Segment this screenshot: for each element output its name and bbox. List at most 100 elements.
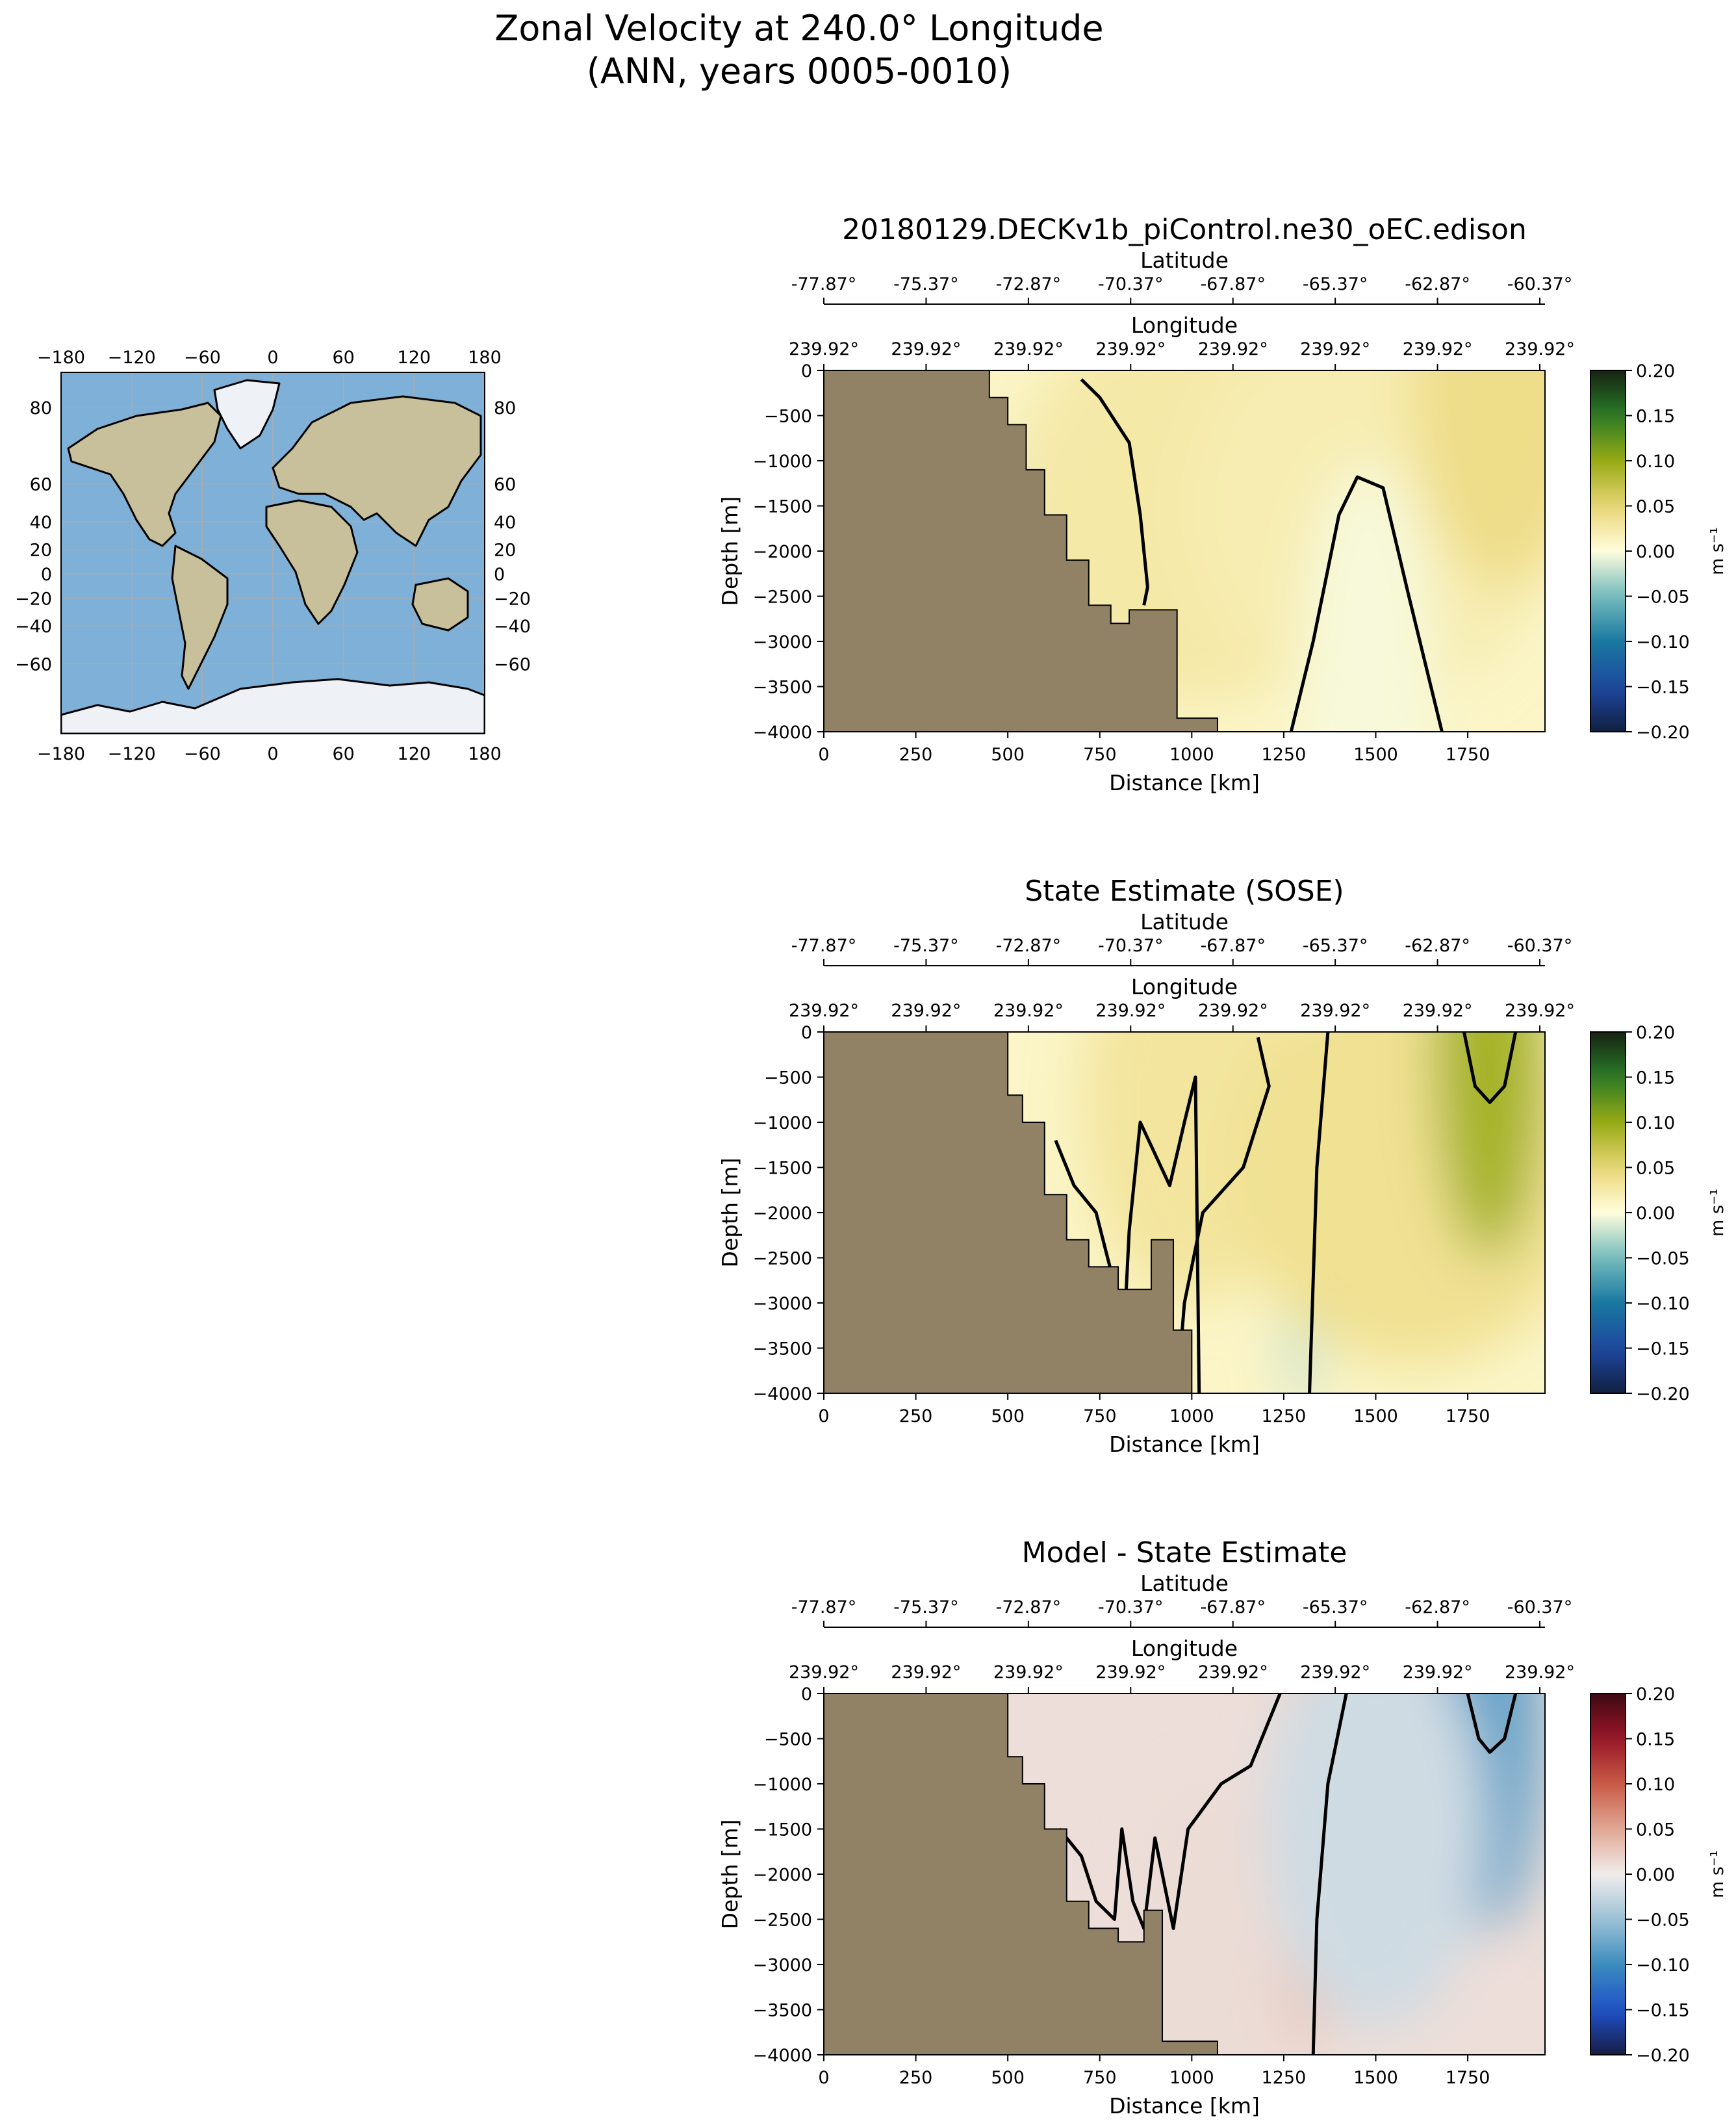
longitude-tick-label: 239.92° bbox=[993, 1001, 1064, 1021]
longitude-axis-label: Longitude bbox=[1131, 313, 1238, 338]
latitude-tick-label: -72.87° bbox=[996, 1597, 1062, 1617]
map-lat-tick-right: −20 bbox=[494, 589, 531, 609]
longitude-tick-label: 239.92° bbox=[1300, 1662, 1370, 1682]
colorbar-tick-label: −0.20 bbox=[1636, 723, 1690, 743]
map-lon-tick-top: 120 bbox=[398, 348, 431, 368]
colorbar-tick-label: −0.05 bbox=[1636, 587, 1690, 608]
y-tick-label: −1500 bbox=[753, 1159, 812, 1179]
x-tick-label: 1250 bbox=[1262, 745, 1307, 765]
y-tick-label: −3500 bbox=[753, 1339, 812, 1359]
y-tick-label: −2500 bbox=[753, 1911, 812, 1931]
map-lon-tick-bottom: 120 bbox=[398, 744, 431, 764]
x-tick-label: 1750 bbox=[1446, 745, 1490, 765]
x-tick-label: 1250 bbox=[1262, 2068, 1307, 2088]
y-axis-label: Depth [m] bbox=[717, 496, 743, 606]
map-land-south-america bbox=[171, 545, 229, 690]
longitude-tick-label: 239.92° bbox=[1095, 1662, 1166, 1682]
map-lat-tick-right: 20 bbox=[494, 541, 516, 561]
y-tick-label: −1000 bbox=[753, 452, 812, 472]
colorbar-tick-label: 0.20 bbox=[1636, 1684, 1675, 1705]
field-anomaly bbox=[1435, 1032, 1545, 1258]
map-land-north-america bbox=[67, 402, 222, 547]
latitude-tick-label: -70.37° bbox=[1098, 1597, 1164, 1617]
map-lon-tick-bottom: 0 bbox=[267, 744, 278, 764]
colorbar-tick-label: 0.10 bbox=[1636, 1775, 1675, 1795]
latitude-tick-label: -67.87° bbox=[1200, 1597, 1266, 1617]
colorbar-tick-label: −0.20 bbox=[1636, 1384, 1690, 1404]
field-anomaly bbox=[1136, 1784, 1284, 2055]
latitude-tick-label: -60.37° bbox=[1507, 274, 1573, 294]
longitude-tick-label: 239.92° bbox=[1505, 339, 1575, 359]
map-lat-tick-left: −40 bbox=[15, 617, 52, 637]
colorbar-tick-label: 0.00 bbox=[1636, 1204, 1675, 1224]
map-lon-tick-top: −180 bbox=[37, 348, 85, 368]
y-tick-label: 0 bbox=[801, 361, 812, 381]
y-tick-label: −2500 bbox=[753, 587, 812, 608]
latitude-tick-label: -65.37° bbox=[1303, 1597, 1368, 1617]
x-tick-label: 250 bbox=[899, 2068, 933, 2088]
x-tick-label: 0 bbox=[818, 1406, 829, 1426]
map-lat-tick-right: 80 bbox=[494, 398, 516, 419]
world-map: −180 −180 −120 −120 −60 −60 0 0 60 60 120 120 180 180… bbox=[15, 348, 531, 764]
y-tick-label: −3000 bbox=[753, 1955, 812, 1976]
latitude-tick-label: -77.87° bbox=[791, 936, 857, 956]
velocity-field bbox=[824, 1694, 1545, 2055]
field-anomaly bbox=[1412, 370, 1545, 587]
y-tick-label: −3500 bbox=[753, 2001, 812, 2021]
y-tick-label: 0 bbox=[801, 1023, 812, 1043]
colorbar-tick-label: −0.15 bbox=[1636, 2001, 1690, 2021]
panel-model: 20180129.DECKv1b_piControl.ne30_oEC.edis… bbox=[717, 213, 1728, 795]
panel-title: State Estimate (SOSE) bbox=[1025, 875, 1344, 908]
longitude-tick-label: 239.92° bbox=[789, 1001, 859, 1021]
y-tick-label: −3000 bbox=[753, 1294, 812, 1314]
colorbar-tick-label: 0.00 bbox=[1636, 542, 1675, 562]
x-tick-label: 0 bbox=[818, 2068, 829, 2088]
longitude-tick-label: 239.92° bbox=[1300, 339, 1370, 359]
colorbar-label: m s⁻¹ bbox=[1707, 527, 1728, 575]
x-tick-label: 250 bbox=[899, 745, 933, 765]
longitude-tick-label: 239.92° bbox=[993, 339, 1064, 359]
longitude-tick-label: 239.92° bbox=[1403, 1662, 1473, 1682]
longitude-tick-label: 239.92° bbox=[891, 1662, 961, 1682]
colorbar-tick-label: 0.10 bbox=[1636, 1113, 1675, 1133]
colorbar-tick-label: 0.10 bbox=[1636, 452, 1675, 472]
x-tick-label: 750 bbox=[1083, 2068, 1117, 2088]
map-lat-tick-left: 20 bbox=[30, 541, 52, 561]
zero-contour bbox=[1175, 1037, 1271, 1393]
x-tick-label: 1000 bbox=[1169, 2068, 1214, 2088]
colorbar-tick-label: 0.15 bbox=[1636, 1730, 1675, 1750]
panel-state-estimate: State Estimate (SOSE)Latitude Longitude -7… bbox=[717, 875, 1728, 1457]
longitude-tick-label: 239.92° bbox=[1198, 1662, 1268, 1682]
latitude-tick-label: -75.37° bbox=[893, 1597, 959, 1617]
latitude-tick-label: -65.37° bbox=[1303, 274, 1368, 294]
x-tick-label: 500 bbox=[991, 2068, 1025, 2088]
longitude-tick-label: 239.92° bbox=[993, 1662, 1064, 1682]
longitude-axis-label: Longitude bbox=[1131, 974, 1238, 999]
colorbar-tick-label: 0.20 bbox=[1636, 361, 1675, 381]
colorbar-tick-label: 0.20 bbox=[1636, 1023, 1675, 1043]
field-anomaly bbox=[1229, 1032, 1545, 1367]
longitude-axis-label: Longitude bbox=[1131, 1636, 1238, 1661]
map-lat-tick-left: 60 bbox=[30, 475, 52, 495]
y-tick-label: −1500 bbox=[753, 1820, 812, 1840]
colorbar-tick-label: 0.05 bbox=[1636, 1820, 1675, 1840]
latitude-tick-label: -72.87° bbox=[996, 274, 1062, 294]
colorbar-tick-label: −0.15 bbox=[1636, 678, 1690, 698]
zero-contour bbox=[1462, 1032, 1518, 1104]
colorbar-tick-label: −0.10 bbox=[1636, 1294, 1690, 1314]
colorbar-label: m s⁻¹ bbox=[1707, 1850, 1728, 1898]
map-lat-tick-left: −60 bbox=[15, 654, 52, 675]
latitude-tick-label: -77.87° bbox=[791, 1597, 857, 1617]
map-land-eurasia bbox=[272, 395, 482, 547]
bathymetry bbox=[824, 370, 1218, 732]
longitude-tick-label: 239.92° bbox=[1300, 1001, 1370, 1021]
x-tick-label: 1500 bbox=[1353, 745, 1398, 765]
map-lon-tick-top: 60 bbox=[332, 348, 354, 368]
latitude-tick-label: -70.37° bbox=[1098, 274, 1164, 294]
y-tick-label: −3500 bbox=[753, 678, 812, 698]
latitude-axis-label: Latitude bbox=[1140, 1571, 1229, 1596]
y-tick-label: 0 bbox=[801, 1684, 812, 1705]
map-lon-tick-bottom: 60 bbox=[332, 744, 354, 764]
latitude-tick-label: -67.87° bbox=[1200, 936, 1266, 956]
latitude-axis-label: Latitude bbox=[1140, 248, 1229, 273]
